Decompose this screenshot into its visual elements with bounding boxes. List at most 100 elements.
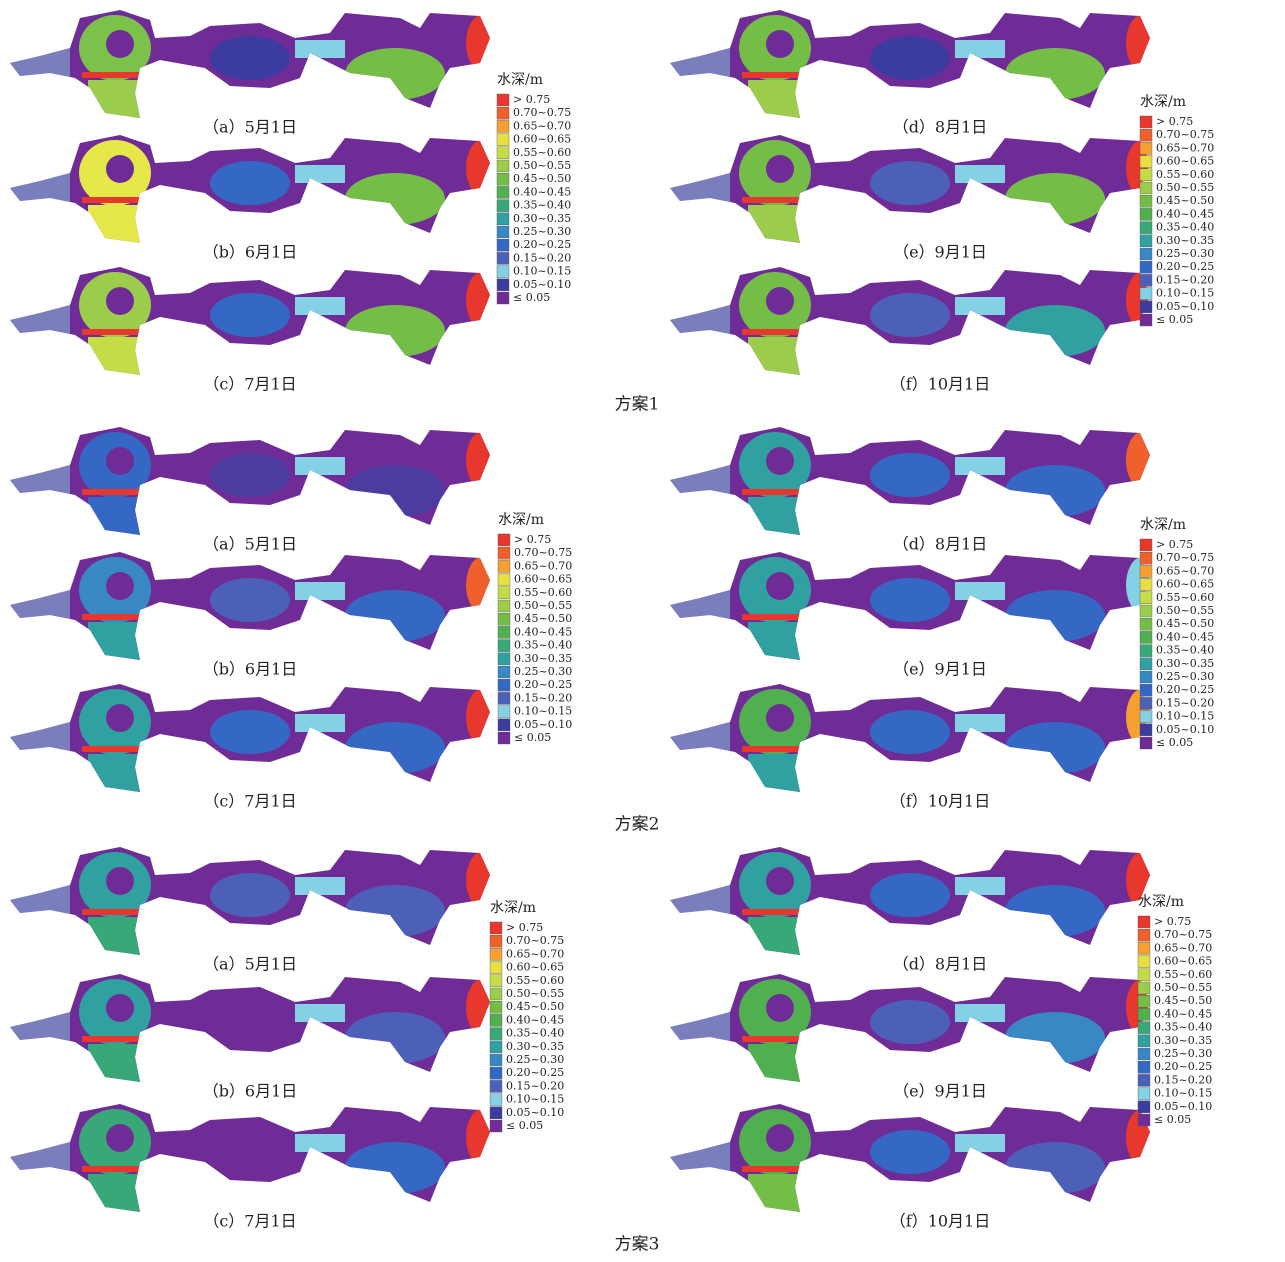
region [210, 710, 290, 754]
region [88, 337, 143, 377]
lake-fill [10, 845, 498, 957]
region [466, 272, 498, 328]
legend-swatch [1140, 156, 1152, 168]
region [748, 337, 803, 377]
legend-label: 0.60~0.65 [1156, 155, 1214, 168]
legend-swatch [490, 1094, 502, 1106]
legend-label: 0.05~0.10 [513, 278, 571, 291]
lake-fill [10, 972, 498, 1084]
lake-fill [670, 550, 1158, 662]
region [345, 173, 445, 225]
region [742, 1166, 802, 1172]
legend-label: 0.65~0.70 [506, 947, 564, 960]
region [766, 155, 794, 183]
legend-label: 0.05~0.10 [1154, 1100, 1212, 1113]
legend-swatch [1138, 1048, 1150, 1060]
region [10, 173, 70, 203]
region [88, 754, 143, 794]
region [295, 1004, 345, 1022]
legend-swatch [498, 666, 510, 678]
legend-label: 0.35~0.40 [506, 1027, 564, 1040]
region [742, 197, 802, 203]
legend-swatch [497, 186, 509, 198]
legend-title: 水深/m [1140, 94, 1186, 110]
legend-label: 0.35~0.40 [514, 639, 572, 652]
legend-swatch [1138, 1074, 1150, 1086]
legend-swatch [490, 922, 502, 934]
region [106, 30, 134, 58]
region [106, 1124, 134, 1152]
lake-map [670, 1102, 1158, 1214]
region [345, 1142, 445, 1194]
region [1005, 1012, 1105, 1064]
region [748, 205, 803, 245]
legend-label: 0.30~0.35 [513, 212, 571, 225]
legend-label: 0.10~0.15 [513, 265, 571, 278]
legend-label: 0.10~0.15 [506, 1093, 564, 1106]
legend-label: ≤ 0.05 [1156, 313, 1193, 326]
region [1005, 722, 1105, 774]
legend-label: 0.25~0.30 [513, 225, 571, 238]
region [88, 622, 143, 662]
legend-swatch [497, 252, 509, 264]
region [955, 40, 1005, 58]
legend-swatch [490, 962, 502, 974]
lake-map [670, 425, 1158, 537]
legend-swatch [498, 574, 510, 586]
legend-label: 0.15~0.20 [1156, 273, 1214, 286]
legend-label: 0.70~0.75 [1154, 928, 1212, 941]
region [748, 80, 803, 120]
legend-label: 0.50~0.55 [1156, 181, 1214, 194]
legend-swatch [497, 279, 509, 291]
region [466, 689, 498, 745]
lake-fill [670, 972, 1158, 1084]
legend-swatch [490, 988, 502, 1000]
legend-swatch [497, 94, 509, 106]
region [742, 909, 802, 915]
region [88, 917, 143, 957]
region [10, 1012, 70, 1042]
region [10, 465, 70, 495]
legend-label: > 0.75 [514, 533, 551, 546]
lake-map [670, 972, 1158, 1084]
lake-fill [10, 1102, 498, 1214]
legend-swatch [490, 975, 502, 987]
region [1005, 305, 1105, 357]
region [870, 710, 950, 754]
lake-map [670, 682, 1158, 794]
legend-label: 0.20~0.25 [1156, 683, 1214, 696]
legend-swatch [498, 587, 510, 599]
region [870, 873, 950, 917]
region [210, 1130, 290, 1174]
legend-label: 0.70~0.75 [1156, 128, 1214, 141]
region [82, 746, 142, 752]
region [742, 329, 802, 335]
lake-map [670, 8, 1158, 120]
legend-swatch [498, 732, 510, 744]
legend-label: 0.15~0.20 [506, 1079, 564, 1092]
region [82, 329, 142, 335]
legend-label: 0.10~0.15 [514, 705, 572, 718]
legend-swatch [498, 692, 510, 704]
region [870, 1130, 950, 1174]
region [106, 572, 134, 600]
legend-swatch [490, 1054, 502, 1066]
region [10, 885, 70, 915]
legend-label: 0.50~0.55 [1154, 981, 1212, 994]
region [766, 572, 794, 600]
region [955, 297, 1005, 315]
legend-swatch [490, 935, 502, 947]
legend-label: 0.70~0.75 [514, 546, 572, 559]
legend-swatch [1138, 942, 1150, 954]
legend-swatch [1140, 631, 1152, 643]
lake-fill [670, 425, 1158, 537]
region [295, 165, 345, 183]
scheme-label: 方案3 [615, 1235, 660, 1255]
panel-caption: （f）10月1日 [890, 1212, 990, 1231]
panel-caption: （c）7月1日 [203, 792, 296, 811]
lake-map [10, 682, 498, 794]
panel-caption: （f）10月1日 [890, 792, 990, 811]
region [345, 48, 445, 100]
legend-label: 0.20~0.25 [514, 678, 572, 691]
region [766, 1124, 794, 1152]
